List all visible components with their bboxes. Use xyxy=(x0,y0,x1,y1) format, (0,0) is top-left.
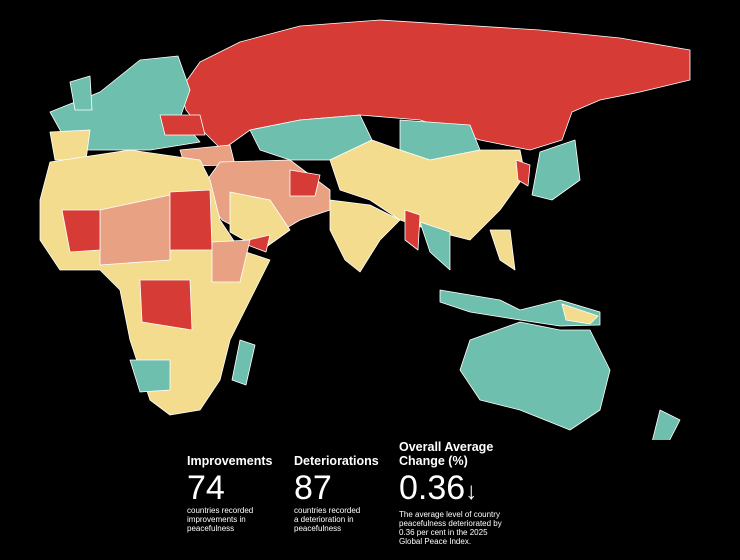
region xyxy=(489,229,516,271)
region xyxy=(404,209,421,251)
region xyxy=(231,339,256,386)
region xyxy=(439,289,601,327)
region xyxy=(459,321,611,431)
region xyxy=(179,19,691,151)
region xyxy=(289,169,321,197)
map-regions xyxy=(39,19,691,440)
stat-description: The average level of country peacefulnes… xyxy=(399,510,502,546)
stat-overall-change: Overall Average Change (%) 0.36↓ The ave… xyxy=(399,440,504,546)
world-map xyxy=(39,19,691,440)
stat-title: Overall Average Change (%) xyxy=(399,440,494,468)
region xyxy=(419,221,451,271)
stat-description: countries recorded improvements in peace… xyxy=(187,506,254,533)
region xyxy=(129,359,171,393)
stat-deteriorations: Deteriorations 87 countries recorded a d… xyxy=(294,454,384,533)
region xyxy=(229,191,291,251)
stat-value: 74 xyxy=(187,469,225,507)
stat-description: countries recorded a deterioration in pe… xyxy=(294,506,361,533)
region xyxy=(169,189,213,251)
stat-arrow: ↓ xyxy=(465,478,478,505)
region xyxy=(329,139,526,241)
region xyxy=(61,209,101,253)
region xyxy=(211,239,251,283)
region xyxy=(515,159,531,187)
stat-value-row: 0.36↓ xyxy=(399,470,504,510)
stat-title: Improvements xyxy=(187,454,273,468)
region xyxy=(531,139,581,201)
region xyxy=(49,129,91,161)
region xyxy=(239,234,271,253)
stat-value: 0.36 xyxy=(399,469,466,507)
region xyxy=(561,303,599,325)
region xyxy=(139,279,193,331)
region xyxy=(69,75,93,111)
stat-value: 87 xyxy=(294,469,332,507)
stat-title: Deteriorations xyxy=(294,454,379,468)
stat-improvements: Improvements 74 countries recorded impro… xyxy=(187,454,282,533)
region xyxy=(159,114,206,136)
region xyxy=(329,199,401,273)
region xyxy=(652,409,681,440)
